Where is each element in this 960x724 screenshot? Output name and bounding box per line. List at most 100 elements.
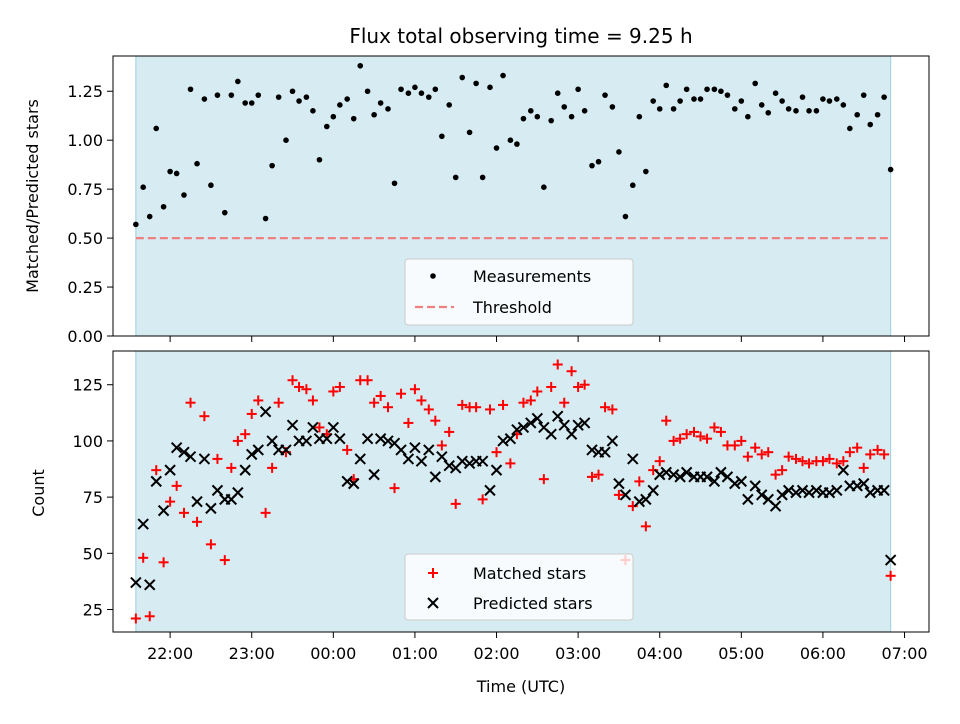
predicted-point (307, 421, 319, 434)
matched-point (763, 447, 774, 458)
predicted-point (456, 455, 468, 467)
matched-point (777, 465, 788, 476)
measurement-point (289, 88, 296, 95)
matched-point (430, 415, 441, 426)
matched-point (885, 570, 896, 581)
panel-top: 0.00 0.25 0.50 0.75 1.00 1.25 Flux total obse… (23, 24, 930, 346)
predicted-point (729, 477, 741, 490)
predicted-point (756, 489, 768, 501)
predicted-point (633, 495, 646, 508)
matched-point (505, 458, 516, 469)
predicted-point (803, 486, 815, 499)
measurement-point (153, 125, 160, 132)
measurement-point (854, 111, 860, 118)
y-tick-label-bottom: 75 (83, 488, 103, 507)
measurement-point (826, 98, 833, 104)
y-tick-label-top: 0.75 (67, 180, 103, 199)
predicted-point (286, 419, 299, 431)
matched-point (260, 507, 271, 518)
predicted-point (361, 432, 374, 445)
measurement-point (683, 86, 690, 93)
matched-point (205, 539, 216, 550)
matched-point (457, 399, 468, 410)
matched-point (525, 395, 536, 406)
predicted-point (613, 477, 625, 490)
matched-point (185, 397, 196, 408)
measurement-point (432, 86, 439, 93)
matched-point (742, 451, 753, 462)
matched-point (538, 474, 549, 485)
matched-point (831, 458, 842, 469)
measurement-point (187, 86, 194, 93)
matched-point (817, 456, 828, 467)
measurement-point (405, 90, 412, 97)
predicted-point (144, 579, 156, 591)
measurement-point (847, 125, 853, 132)
predicted-point (558, 419, 570, 431)
matched-point (640, 521, 651, 532)
measurement-point (670, 106, 677, 112)
matched-point (369, 397, 380, 408)
measurement-point (221, 209, 228, 216)
legend-threshold-label: Threshold (472, 298, 552, 317)
matched-point (138, 552, 149, 563)
predicted-point (490, 464, 503, 476)
x-tick-label: 02:00 (473, 644, 519, 663)
matched-point (226, 462, 237, 473)
matched-point (199, 411, 210, 422)
measurement-point (398, 86, 404, 93)
predicted-point (517, 421, 530, 434)
predicted-point (232, 486, 244, 499)
predicted-point (341, 475, 353, 488)
matched-point (219, 555, 230, 566)
measurement-point (412, 84, 418, 91)
measurement-points (133, 62, 894, 228)
matched-point (661, 415, 672, 426)
measurement-point (344, 96, 350, 102)
predicted-point (436, 450, 448, 463)
predicted-point (647, 484, 659, 497)
matched-point (450, 498, 461, 509)
matched-point (165, 496, 176, 507)
predicted-point (776, 489, 788, 501)
predicted-point (334, 432, 346, 445)
predicted-point (701, 471, 713, 483)
predicted-point (402, 453, 415, 465)
measurement-point (656, 106, 663, 112)
measurement-point (194, 160, 200, 167)
measurement-point (310, 108, 316, 114)
matched-point (178, 507, 189, 518)
matched-point (586, 471, 597, 482)
matched-point (790, 453, 801, 464)
predicted-point (837, 464, 850, 476)
legend-matched-label: Matched stars (473, 564, 586, 583)
measurement-point (201, 96, 208, 102)
matched-point (396, 388, 407, 399)
measurement-point (752, 80, 758, 87)
matched-point (668, 435, 679, 446)
predicted-point (246, 448, 258, 461)
measurement-point (724, 92, 731, 98)
measurement-point (275, 94, 282, 100)
measurement-point (385, 106, 391, 112)
measurement-point (350, 115, 357, 122)
matched-point (566, 366, 577, 377)
measurement-point (330, 113, 337, 120)
measurement-point (269, 162, 275, 169)
predicted-point (667, 468, 680, 481)
predicted-point (578, 417, 591, 429)
x-tick-label: 03:00 (555, 644, 601, 663)
predicted-point (354, 453, 366, 465)
matched-point (709, 422, 720, 433)
matched-point (559, 397, 570, 408)
predicted-point (599, 446, 611, 458)
matched-point (797, 456, 808, 467)
predicted-point (409, 441, 421, 454)
matched-point (518, 397, 529, 408)
matched-point (423, 404, 434, 415)
predicted-point (851, 480, 863, 492)
matched-point (607, 404, 618, 415)
predicted-point (395, 444, 407, 456)
matched-point (158, 557, 169, 568)
